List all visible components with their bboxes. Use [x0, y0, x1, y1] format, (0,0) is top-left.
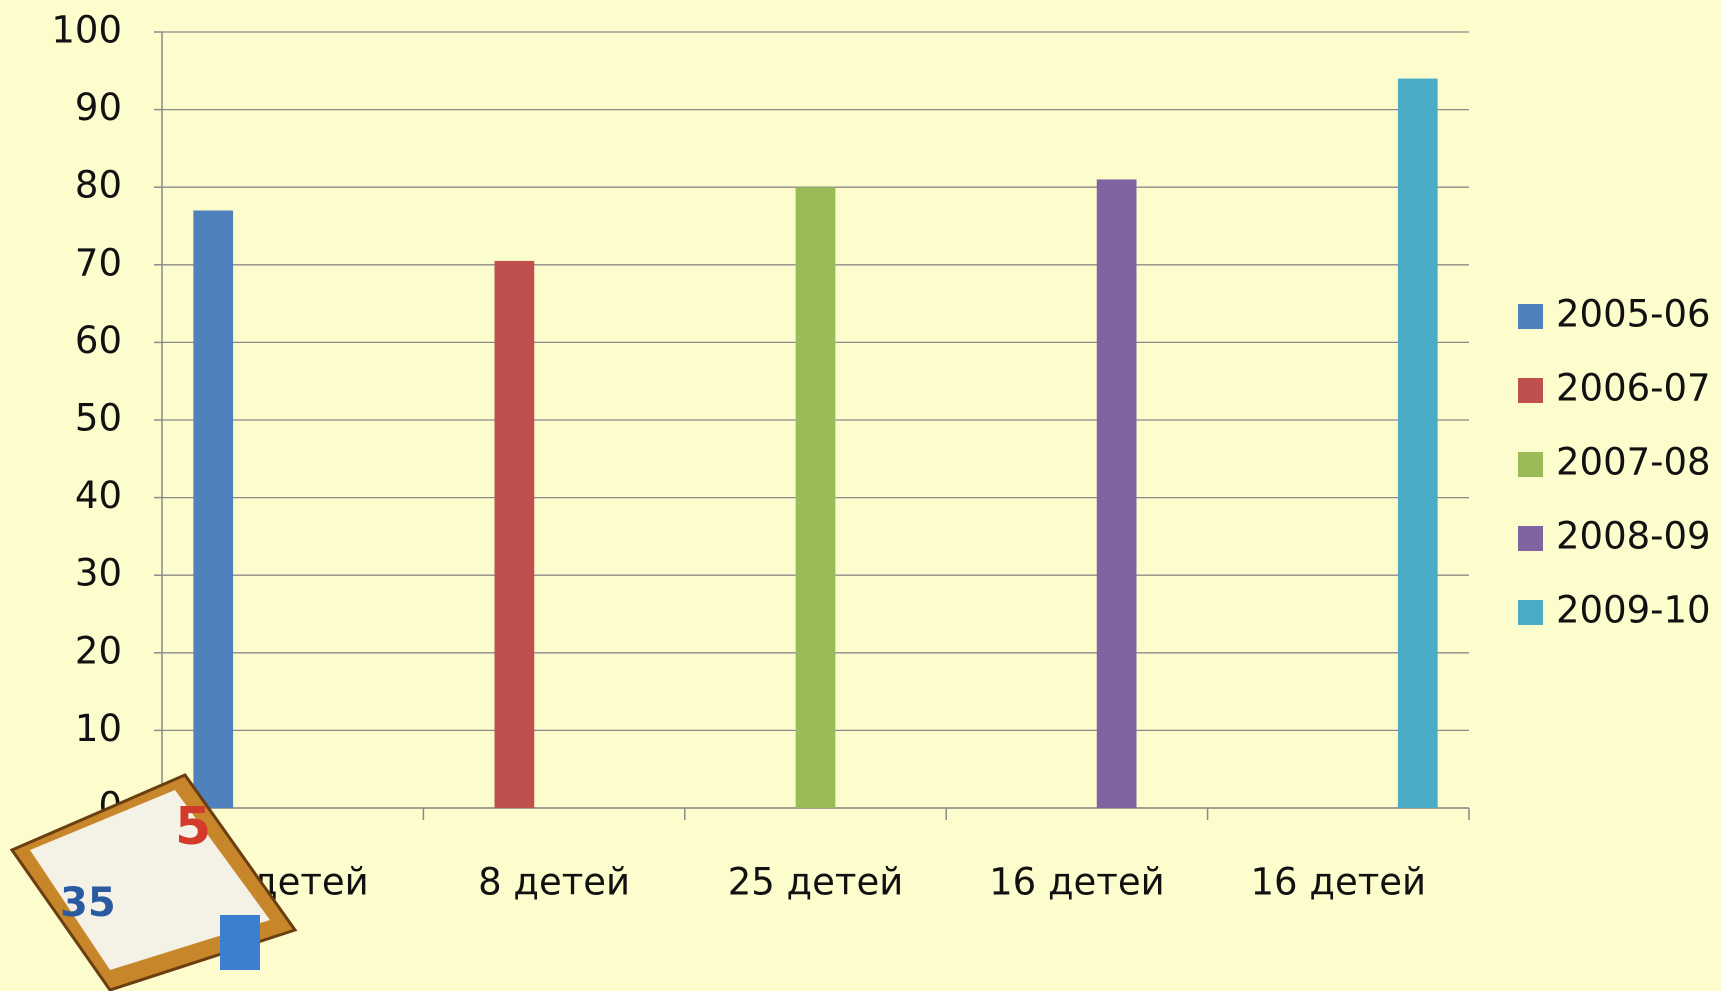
- legend-marker: [1518, 600, 1543, 625]
- bar: [795, 187, 836, 808]
- legend-label: 2008-09: [1556, 515, 1711, 558]
- bar: [193, 210, 234, 809]
- y-tick-label: 100: [51, 9, 122, 52]
- x-tick-label: 16 детей: [1251, 861, 1427, 904]
- legend-label: 2009-10: [1556, 589, 1711, 632]
- y-tick-label: 60: [75, 319, 122, 362]
- bar: [494, 260, 535, 808]
- legend-label: 2007-08: [1556, 441, 1711, 484]
- x-tick-label: 8 детей: [478, 861, 630, 904]
- svg-text:35: 35: [60, 880, 116, 926]
- y-tick-label: 10: [75, 707, 122, 750]
- y-tick-label: 50: [75, 397, 122, 440]
- legend-marker: [1518, 452, 1543, 477]
- bar: [1096, 179, 1137, 808]
- y-tick-label: 20: [75, 629, 122, 672]
- decoration-book: 35 5: [9, 773, 298, 991]
- legend-marker: [1518, 526, 1543, 551]
- legend-marker: [1518, 378, 1543, 403]
- x-tick-label: 25 детей: [728, 861, 904, 904]
- legend-label: 2005-06: [1556, 293, 1711, 336]
- legend-label: 2006-07: [1556, 367, 1711, 410]
- bar: [1397, 78, 1438, 808]
- y-tick-label: 70: [75, 241, 122, 284]
- x-tick-label: 16 детей: [989, 861, 1165, 904]
- legend-marker: [1518, 304, 1543, 329]
- y-tick-label: 30: [75, 552, 122, 595]
- y-tick-label: 80: [75, 164, 122, 207]
- y-tick-label: 40: [75, 474, 122, 517]
- svg-text:5: 5: [175, 797, 211, 857]
- y-tick-label: 90: [75, 86, 122, 129]
